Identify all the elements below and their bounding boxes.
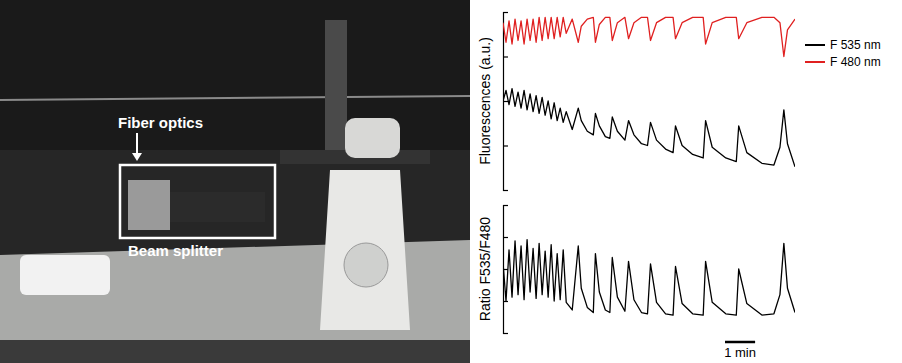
photo-label: Beam splitter	[128, 242, 223, 259]
scale-bar-label: 1 min	[724, 345, 756, 360]
legend-label: F 535 nm	[830, 38, 881, 52]
trace	[503, 89, 795, 167]
photo: Fiber optics Beam splitter	[0, 0, 470, 363]
photo-label: Fiber optics	[118, 114, 203, 131]
y-tick-mark	[503, 12, 508, 13]
y-axis-title: Ratio F535/F480	[477, 217, 493, 321]
photo-arrow-head	[132, 153, 142, 161]
y-tick-mark	[503, 56, 508, 57]
chart-panel: Ratio F535/F480 1 min	[477, 206, 795, 361]
y-tick	[503, 205, 508, 206]
photo-fiber	[0, 96, 470, 100]
photo-beam-splitter	[170, 192, 265, 222]
y-tick	[503, 190, 508, 191]
trace	[503, 240, 795, 316]
y-tick	[503, 57, 508, 58]
photo-box	[20, 255, 110, 295]
y-tick-mark	[503, 333, 508, 334]
trace	[503, 17, 795, 56]
y-tick	[503, 101, 508, 102]
y-tick	[503, 333, 508, 334]
y-tick-mark	[503, 145, 508, 146]
y-tick-mark	[503, 101, 508, 102]
figure: Fiber optics Beam splitter Fluorescences (…	[0, 0, 902, 363]
scale-bar	[725, 341, 755, 344]
photo-microscope-body	[320, 170, 410, 330]
photo-table-edge	[0, 340, 470, 363]
chart-panel: Fluorescences (a.u.) F 535 nm F 480 nm	[477, 13, 881, 191]
y-tick	[503, 237, 508, 238]
plot-area	[503, 17, 795, 167]
photo-arrow	[136, 133, 138, 156]
legend-swatch	[805, 44, 825, 46]
y-tick-mark	[503, 205, 508, 206]
photo-eyepieces	[345, 118, 400, 158]
legend: F 535 nm F 480 nm	[805, 38, 881, 69]
legend-label: F 480 nm	[830, 55, 881, 69]
y-tick	[503, 12, 508, 13]
photo-microscope-knob	[344, 243, 388, 287]
photo-background	[0, 0, 470, 363]
y-tick-mark	[503, 190, 508, 191]
y-axis-title: Fluorescences (a.u.)	[477, 37, 493, 165]
photo-highlight-box	[120, 165, 275, 238]
legend-swatch	[805, 61, 825, 63]
y-tick-mark	[503, 237, 508, 238]
y-tick	[503, 146, 508, 147]
plot-area	[503, 240, 795, 316]
photo-camera	[128, 180, 170, 230]
photo-column	[325, 20, 347, 150]
